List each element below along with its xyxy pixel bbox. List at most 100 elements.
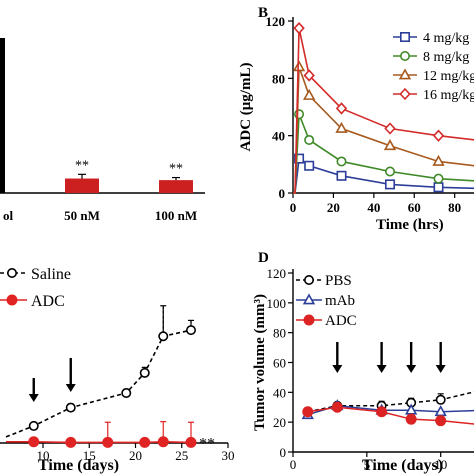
series-line	[293, 27, 474, 194]
data-point	[292, 60, 306, 72]
y-tick-label: 120	[267, 266, 287, 281]
data-point	[331, 401, 343, 413]
significance-mark: **	[199, 435, 215, 452]
x-tick-label: 10	[434, 457, 447, 472]
legend-label: ADC	[31, 293, 65, 310]
x-tick-label: 25	[175, 448, 188, 463]
x-tick-label: 20	[129, 448, 142, 463]
data-point	[186, 325, 197, 336]
data-point	[385, 179, 396, 190]
data-point	[121, 387, 132, 398]
data-point	[435, 415, 447, 427]
data-point	[304, 134, 315, 145]
data-point	[65, 402, 76, 413]
series-line	[307, 391, 474, 413]
x-axis-label: Time (days)	[38, 457, 119, 474]
data-point	[376, 406, 388, 418]
legend-label: 16 mg/kg	[423, 88, 474, 103]
data-point	[336, 170, 347, 181]
data-point	[65, 436, 77, 448]
data-point	[432, 129, 445, 142]
data-point	[405, 413, 417, 425]
data-point	[302, 406, 314, 418]
bar	[159, 180, 193, 193]
x-tick-label: 15	[83, 448, 96, 463]
dosing-arrow-head	[65, 384, 76, 392]
x-tick-label: 80	[448, 200, 461, 215]
dosing-arrow-head	[332, 365, 343, 373]
legend-marker	[6, 294, 18, 306]
data-point	[293, 21, 305, 35]
y-tick-label: 120	[266, 14, 286, 29]
dosing-arrow-head	[28, 394, 39, 402]
data-point	[432, 154, 445, 166]
data-point	[303, 88, 316, 100]
x-axis-label: Time (days)	[362, 457, 443, 474]
data-point	[28, 420, 39, 431]
panel-c-tumor-chart: 10 15 20 25 30 Time (days) ** Saline ADC	[0, 266, 235, 474]
dosing-arrow-head	[435, 365, 446, 373]
data-point	[139, 436, 151, 448]
legend-label: 12 mg/kg	[423, 69, 474, 84]
legend-label: PBS	[325, 273, 352, 289]
data-point	[102, 436, 114, 448]
x-tick-label: 0	[290, 457, 297, 472]
panel-b-pk-chart: B 0 40 80 120 0 20 40 60 80 Time (hrs) ADC (μg/mL) 4…	[238, 5, 474, 233]
data-point	[304, 160, 315, 171]
y-axis-label: Tumor volume (mm³)	[252, 294, 268, 431]
data-point	[158, 331, 169, 342]
panel-a-bar-chart: ol ** 50 nM ** 100 nM	[0, 38, 205, 223]
x-tick-label: 100 nM	[155, 208, 197, 223]
legend-label: ADC	[325, 313, 357, 329]
x-axis-label: Time (hrs)	[376, 217, 444, 233]
data-point	[28, 436, 40, 448]
x-tick-label: 40	[367, 200, 380, 215]
data-point	[336, 156, 347, 167]
x-tick-label: 10	[37, 448, 50, 463]
y-tick-label: 100	[267, 296, 287, 311]
legend-marker	[7, 267, 17, 278]
data-point	[157, 436, 169, 448]
data-point	[435, 394, 446, 405]
series-line	[293, 157, 474, 194]
data-point	[335, 102, 348, 115]
x-tick-label: 0	[290, 200, 297, 215]
dosing-arrow-head	[376, 365, 387, 373]
panel-d-letter: D	[258, 250, 269, 266]
significance-mark: **	[75, 158, 89, 173]
y-tick-label: 60	[273, 356, 286, 371]
x-tick-label: 5	[364, 457, 371, 472]
y-tick-label: 40	[272, 129, 285, 144]
y-tick-label: 80	[272, 71, 285, 86]
significance-mark: **	[169, 162, 183, 177]
legend-marker	[302, 293, 316, 305]
y-tick-label: 0	[280, 445, 287, 460]
legend-marker	[398, 68, 412, 80]
y-tick-label: 40	[273, 385, 286, 400]
legend-marker	[399, 31, 410, 42]
panel-b-letter: B	[258, 5, 268, 21]
bar-control	[0, 38, 5, 193]
legend-marker	[303, 314, 315, 326]
data-point	[185, 436, 197, 448]
x-tick-label: 50 nM	[64, 208, 100, 223]
data-point	[294, 153, 305, 164]
legend-label: 8 mg/kg	[423, 50, 469, 65]
data-point	[433, 182, 444, 193]
legend-label: Saline	[31, 266, 71, 283]
y-tick-label: 80	[273, 326, 286, 341]
data-point	[433, 173, 444, 184]
y-tick-label: 0	[279, 186, 286, 201]
x-tick-label: 20	[327, 200, 340, 215]
dosing-arrow-head	[406, 365, 417, 373]
y-tick-label: 20	[273, 415, 286, 430]
legend-marker	[303, 274, 314, 285]
data-point	[139, 367, 150, 378]
legend-marker	[399, 50, 410, 61]
data-point	[384, 122, 396, 135]
data-point	[335, 121, 348, 133]
y-axis-label: ADC (μg/mL)	[238, 63, 254, 152]
legend-label: mAb	[325, 293, 355, 309]
